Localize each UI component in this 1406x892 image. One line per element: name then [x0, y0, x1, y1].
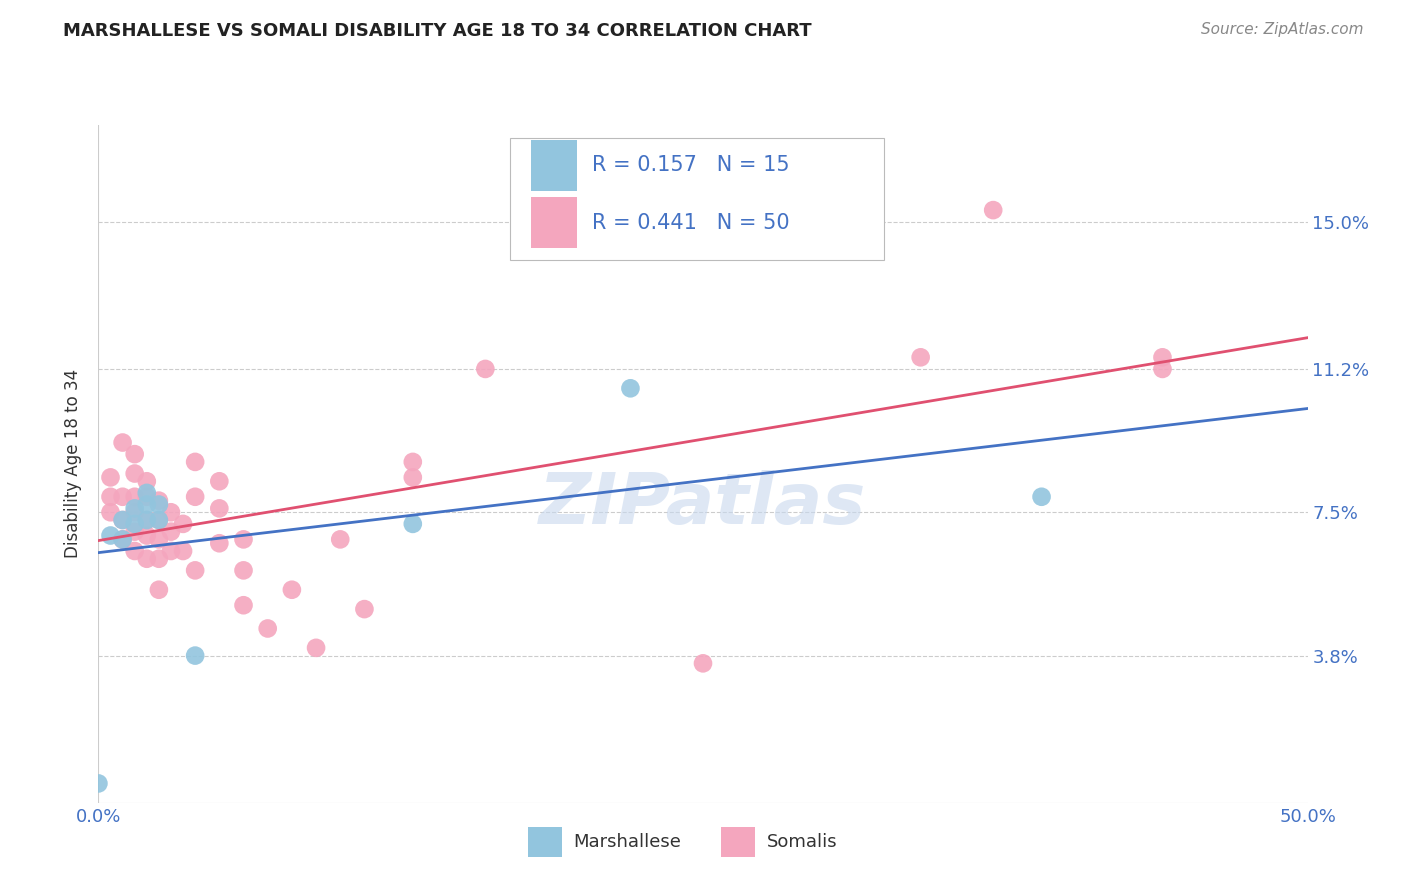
- Point: [124, 447, 146, 461]
- Text: Marshallese: Marshallese: [574, 833, 682, 851]
- Text: R = 0.157   N = 15: R = 0.157 N = 15: [592, 155, 789, 176]
- Point: [692, 657, 714, 671]
- Point: [172, 516, 194, 531]
- FancyBboxPatch shape: [509, 138, 884, 260]
- Point: [184, 490, 207, 504]
- Point: [172, 544, 194, 558]
- Point: [124, 501, 146, 516]
- Point: [981, 203, 1004, 218]
- Point: [111, 533, 134, 547]
- Point: [111, 490, 134, 504]
- Point: [305, 640, 328, 655]
- Point: [160, 524, 183, 539]
- Point: [111, 513, 134, 527]
- Text: Somalis: Somalis: [768, 833, 838, 851]
- Point: [1152, 351, 1174, 365]
- Point: [148, 493, 170, 508]
- Point: [124, 505, 146, 519]
- Point: [135, 513, 157, 527]
- Point: [353, 602, 375, 616]
- Point: [148, 498, 170, 512]
- Y-axis label: Disability Age 18 to 34: Disability Age 18 to 34: [65, 369, 83, 558]
- Point: [208, 536, 231, 550]
- Point: [148, 551, 170, 566]
- FancyBboxPatch shape: [721, 827, 755, 857]
- Point: [124, 524, 146, 539]
- Point: [100, 505, 122, 519]
- Point: [232, 599, 254, 613]
- Point: [111, 533, 134, 547]
- Point: [148, 533, 170, 547]
- Point: [111, 513, 134, 527]
- Point: [619, 381, 641, 395]
- Point: [100, 470, 122, 484]
- Point: [100, 528, 122, 542]
- Point: [124, 544, 146, 558]
- Point: [184, 648, 207, 663]
- Point: [148, 513, 170, 527]
- Point: [87, 776, 110, 790]
- Text: ZIPatlas: ZIPatlas: [540, 470, 866, 539]
- Point: [124, 516, 146, 531]
- Point: [281, 582, 304, 597]
- Point: [208, 501, 231, 516]
- Point: [329, 533, 352, 547]
- Point: [135, 498, 157, 512]
- Point: [402, 455, 425, 469]
- Point: [135, 486, 157, 500]
- Point: [232, 563, 254, 577]
- Point: [256, 622, 278, 636]
- Point: [1031, 490, 1053, 504]
- Point: [135, 551, 157, 566]
- Point: [402, 470, 425, 484]
- Text: Source: ZipAtlas.com: Source: ZipAtlas.com: [1201, 22, 1364, 37]
- Point: [148, 582, 170, 597]
- Point: [184, 563, 207, 577]
- Point: [135, 490, 157, 504]
- Point: [135, 475, 157, 489]
- Point: [135, 513, 157, 527]
- Point: [111, 435, 134, 450]
- FancyBboxPatch shape: [531, 197, 578, 248]
- Point: [208, 475, 231, 489]
- Point: [232, 533, 254, 547]
- Point: [160, 505, 183, 519]
- FancyBboxPatch shape: [531, 140, 578, 191]
- Point: [160, 544, 183, 558]
- Point: [474, 362, 496, 376]
- Point: [402, 516, 425, 531]
- Text: R = 0.441   N = 50: R = 0.441 N = 50: [592, 213, 789, 233]
- Point: [910, 351, 932, 365]
- FancyBboxPatch shape: [527, 827, 561, 857]
- Point: [135, 528, 157, 542]
- Text: MARSHALLESE VS SOMALI DISABILITY AGE 18 TO 34 CORRELATION CHART: MARSHALLESE VS SOMALI DISABILITY AGE 18 …: [63, 22, 811, 40]
- Point: [148, 513, 170, 527]
- Point: [184, 455, 207, 469]
- Point: [124, 467, 146, 481]
- Point: [124, 490, 146, 504]
- Point: [100, 490, 122, 504]
- Point: [1152, 362, 1174, 376]
